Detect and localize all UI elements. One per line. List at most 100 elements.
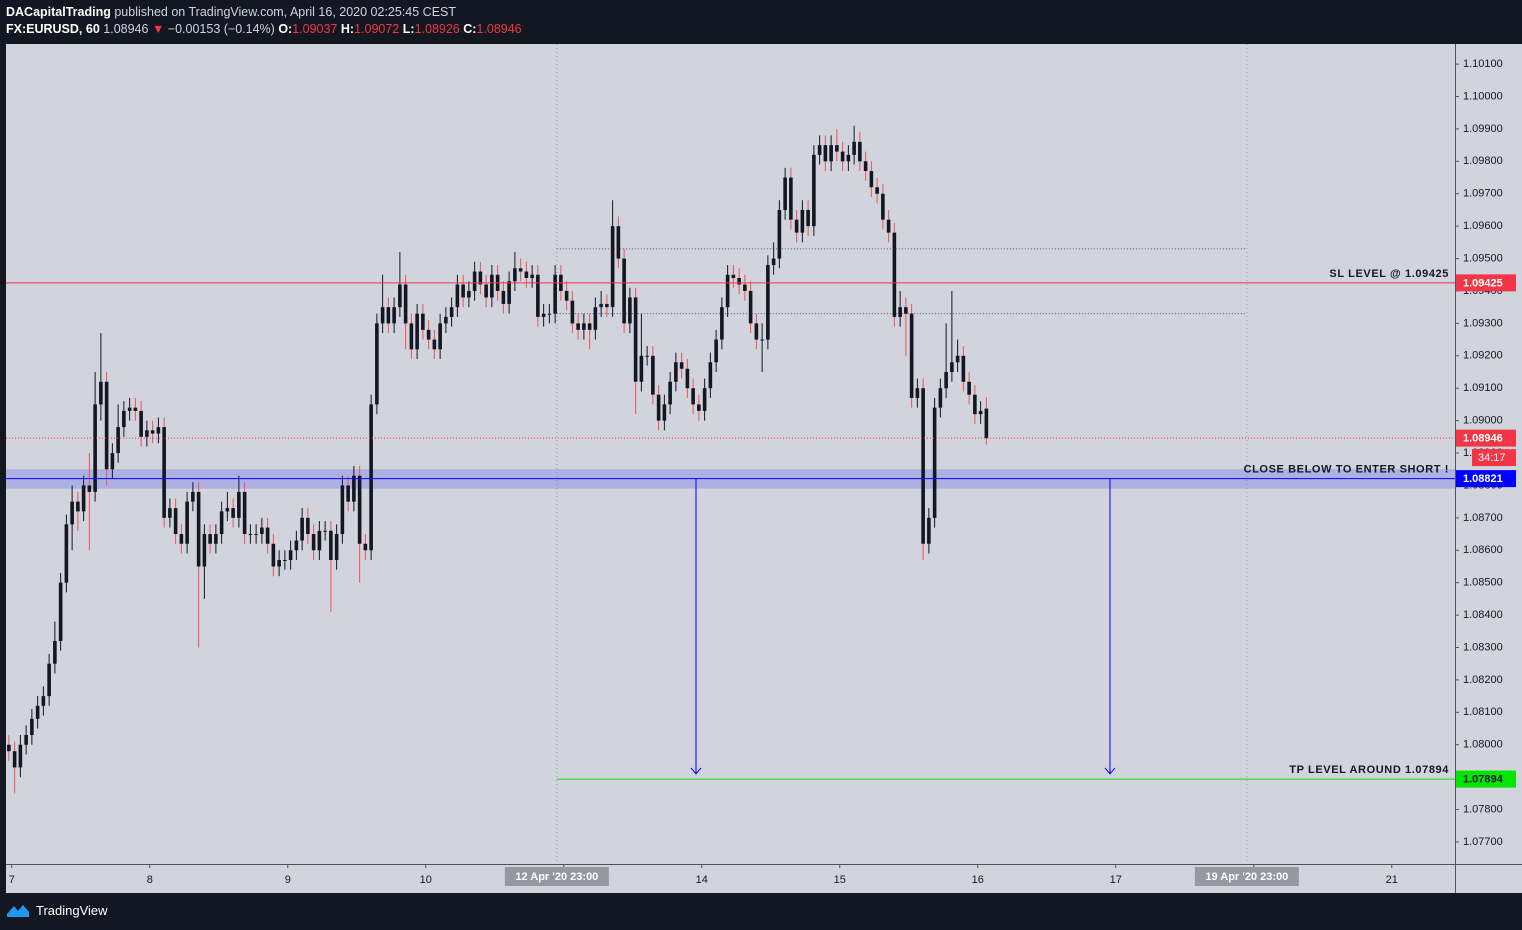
candle-body xyxy=(323,530,327,532)
chart: 1.077001.078001.079001.080001.081001.082… xyxy=(6,44,1522,893)
x-tick-label: 15 xyxy=(834,874,846,886)
candle-body xyxy=(501,290,506,304)
candle-body xyxy=(179,534,184,544)
candle-body xyxy=(265,527,270,544)
candle-body xyxy=(150,430,155,434)
time-marker-bg xyxy=(1194,867,1299,886)
header-line1: DACapitalTrading published on TradingVie… xyxy=(6,4,522,21)
candle-body xyxy=(70,501,74,525)
candle-body xyxy=(921,388,925,544)
y-tick-label: 1.08500 xyxy=(1463,577,1503,589)
level-tag-bg xyxy=(1456,470,1516,488)
candle-body xyxy=(248,534,253,536)
candle-body xyxy=(173,508,178,535)
candle-body xyxy=(553,274,557,314)
y-tick-label: 1.09800 xyxy=(1463,155,1503,167)
candle-body xyxy=(846,154,851,162)
open-label: O: xyxy=(278,22,293,36)
candle-body xyxy=(823,145,828,162)
arrow-head xyxy=(1104,767,1116,775)
y-tick-label: 1.09100 xyxy=(1463,382,1503,394)
candle-body xyxy=(403,284,408,324)
footer: TradingView xyxy=(6,902,108,918)
candle-body xyxy=(369,404,373,551)
x-tick-label: 14 xyxy=(696,874,708,886)
candle-body xyxy=(904,307,908,314)
candle-body xyxy=(47,663,51,697)
time-marker-bg xyxy=(504,867,609,886)
candle-body xyxy=(674,362,678,382)
candle-body xyxy=(875,187,879,194)
candle-body xyxy=(725,274,730,308)
y-tick-label: 1.08700 xyxy=(1463,512,1503,524)
candle-body xyxy=(277,559,281,567)
candle-body xyxy=(478,271,483,285)
candle-body xyxy=(35,705,40,719)
candle-body xyxy=(817,145,822,155)
published: published on TradingView.com, April 16, … xyxy=(114,5,457,19)
candle-body xyxy=(7,744,11,752)
candle-body xyxy=(852,141,856,155)
candle-body xyxy=(541,313,546,317)
level-tag: 1.07894 xyxy=(1463,773,1504,785)
candle-body xyxy=(185,501,189,544)
candle-body xyxy=(156,427,161,434)
candle-body xyxy=(93,404,97,492)
last: 1.08946 xyxy=(103,22,149,36)
candle-body xyxy=(754,323,759,340)
candle-body xyxy=(237,491,241,518)
candle-body xyxy=(513,268,517,282)
arrow-head xyxy=(690,767,702,775)
level-tag: 1.08821 xyxy=(1463,473,1503,485)
countdown: 34:17 xyxy=(1478,452,1506,464)
candle-body xyxy=(386,307,391,324)
candle-body xyxy=(978,410,983,415)
y-tick-label: 1.09500 xyxy=(1463,252,1503,264)
open: 1.09037 xyxy=(292,22,338,36)
y-tick-label: 1.08100 xyxy=(1463,706,1503,718)
candle-body xyxy=(294,540,299,551)
x-tick-label: 16 xyxy=(972,874,984,886)
y-tick-label: 1.08200 xyxy=(1463,674,1503,686)
candle-body xyxy=(346,485,350,502)
candle-body xyxy=(645,355,649,357)
candle-body xyxy=(950,362,954,372)
high: 1.09072 xyxy=(354,22,400,36)
candle-body xyxy=(892,232,897,317)
brand: TradingView xyxy=(36,902,108,918)
candle-body xyxy=(915,388,920,398)
candle-body xyxy=(231,508,235,518)
candle-body xyxy=(472,271,477,291)
candle-body xyxy=(697,404,701,411)
candle-body xyxy=(760,339,764,341)
candle-body xyxy=(691,388,695,405)
level-tag: 1.09425 xyxy=(1463,277,1503,289)
candle-body xyxy=(639,355,644,382)
y-tick-label: 1.07800 xyxy=(1463,803,1503,815)
level-label: SL LEVEL @ 1.09425 xyxy=(1329,268,1449,280)
logo xyxy=(7,905,29,917)
author: DACapitalTrading xyxy=(6,5,111,19)
candle-body xyxy=(81,485,86,512)
candle-body xyxy=(737,278,741,285)
x-tick-label: 8 xyxy=(147,874,153,886)
candle-body xyxy=(886,219,891,233)
y-tick-label: 1.08400 xyxy=(1463,609,1503,621)
candle-body xyxy=(702,388,707,411)
candle-body xyxy=(30,718,34,736)
candle-body xyxy=(467,290,471,298)
candle-body xyxy=(311,534,316,551)
y-tick-label: 1.10100 xyxy=(1463,58,1503,70)
candle-body xyxy=(938,388,943,408)
candle-body xyxy=(225,508,230,512)
candle-body xyxy=(766,265,770,340)
low-label: L: xyxy=(402,22,415,36)
candle-body xyxy=(651,355,655,395)
candle-body xyxy=(58,582,63,642)
candle-body xyxy=(24,735,28,745)
candle-body xyxy=(375,323,379,405)
candle-body xyxy=(881,193,885,220)
candle-body xyxy=(708,362,713,389)
y-tick-label: 1.07700 xyxy=(1463,836,1503,848)
candle-body xyxy=(858,141,862,162)
